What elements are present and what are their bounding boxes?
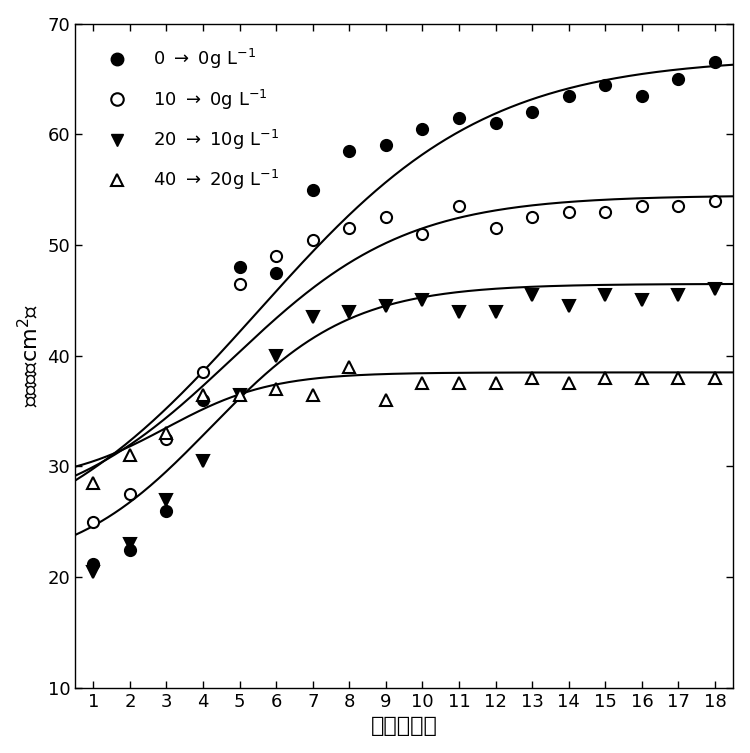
- X-axis label: 时间（天）: 时间（天）: [370, 716, 438, 736]
- Y-axis label: 叶面积（cm$^2$）: 叶面积（cm$^2$）: [16, 304, 42, 407]
- Legend: 0 $\rightarrow$ 0g L$^{-1}$, 10 $\rightarrow$ 0g L$^{-1}$, 20 $\rightarrow$ 10g : 0 $\rightarrow$ 0g L$^{-1}$, 10 $\righta…: [84, 32, 293, 207]
